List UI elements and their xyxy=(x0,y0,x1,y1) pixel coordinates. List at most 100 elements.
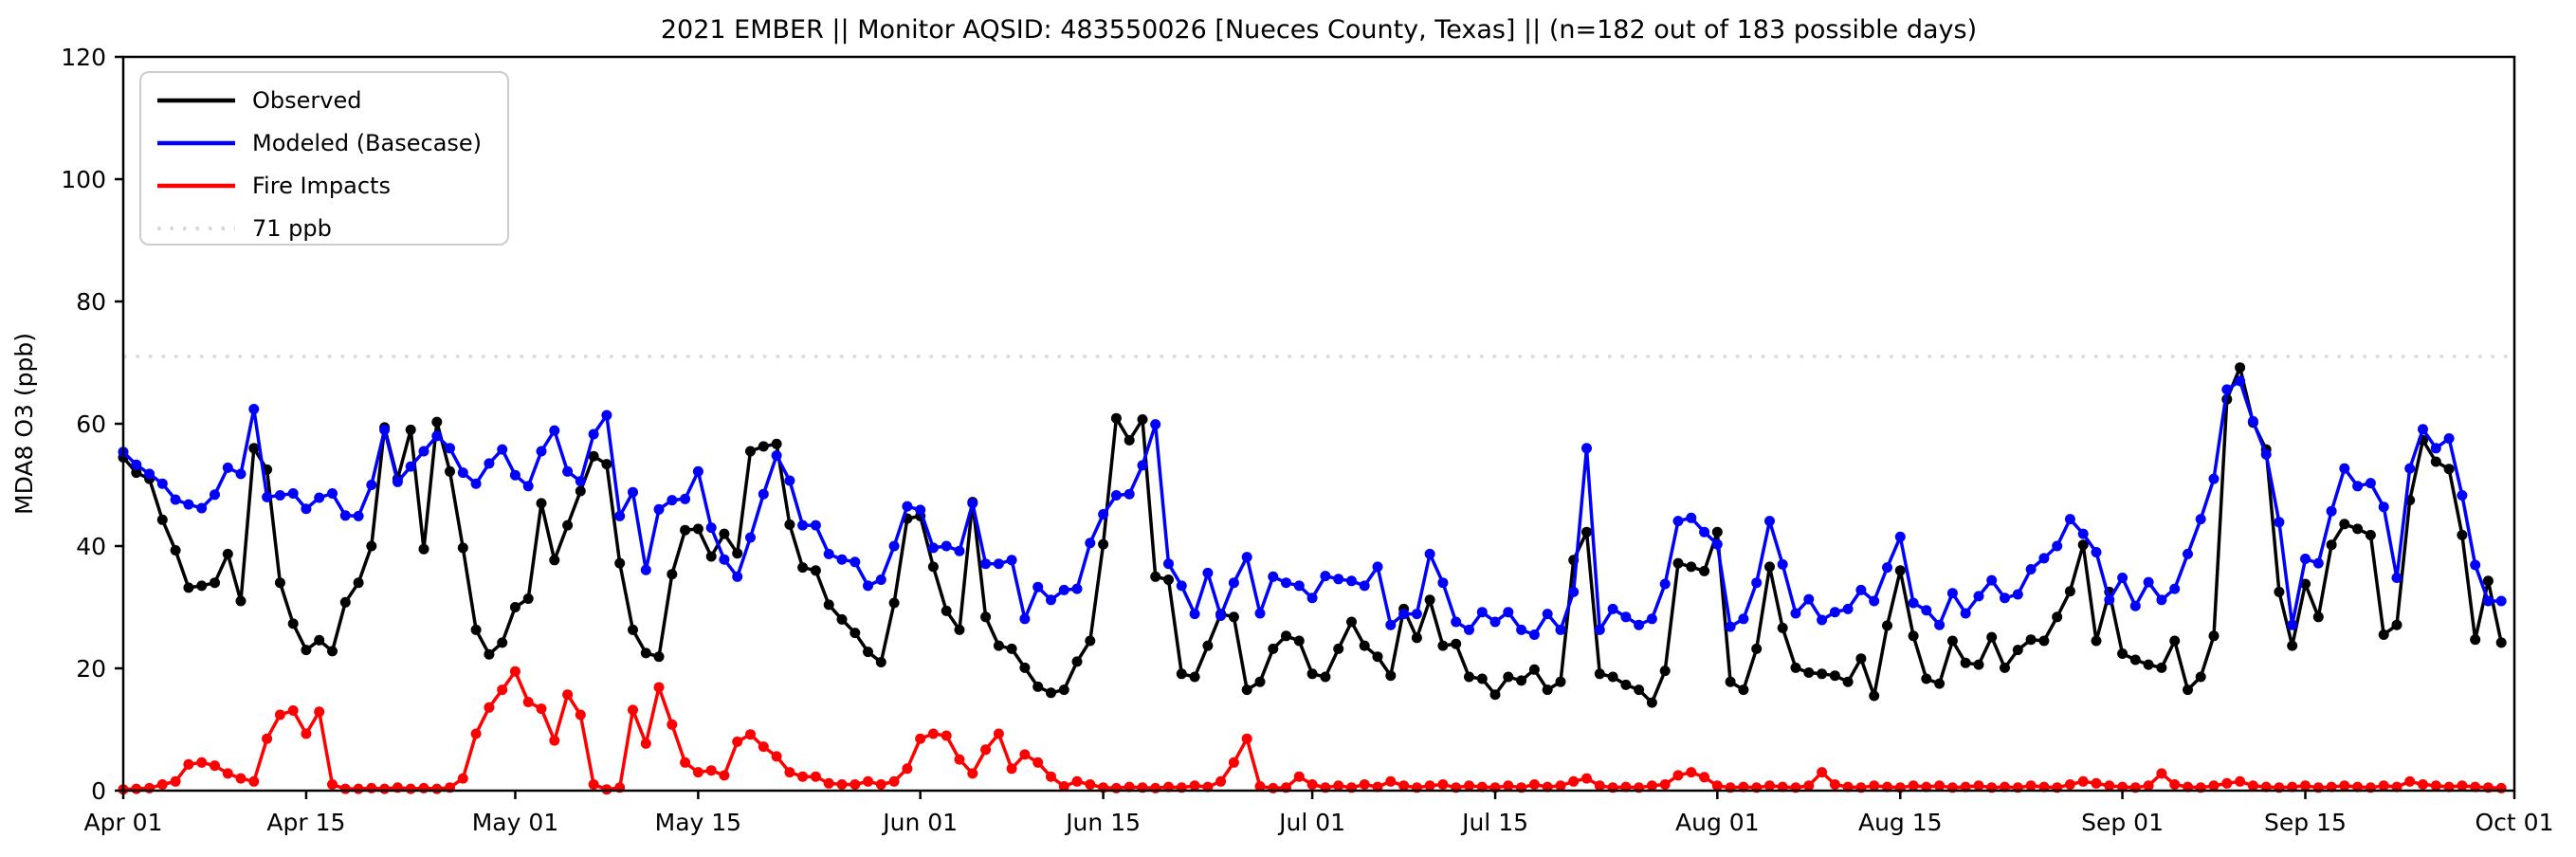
data-point xyxy=(457,773,468,784)
data-point xyxy=(2430,780,2441,792)
data-point xyxy=(1672,770,1684,781)
data-point xyxy=(196,757,208,768)
data-point xyxy=(1659,779,1671,790)
data-point xyxy=(2025,564,2037,574)
data-point xyxy=(1751,577,1763,589)
data-point xyxy=(1346,616,1357,628)
data-point xyxy=(1607,603,1618,614)
data-point xyxy=(2129,654,2141,666)
data-point xyxy=(836,554,848,565)
data-point xyxy=(1071,583,1083,594)
data-point xyxy=(850,628,861,639)
data-point xyxy=(1411,609,1422,620)
data-point xyxy=(562,520,574,531)
data-point xyxy=(1058,584,1069,595)
data-point xyxy=(771,438,782,449)
data-point xyxy=(549,735,560,746)
data-point xyxy=(2129,600,2141,611)
data-point xyxy=(1646,697,1657,708)
data-point xyxy=(1803,780,1815,792)
data-point xyxy=(170,775,181,787)
data-point xyxy=(445,465,455,477)
data-point xyxy=(1568,586,1580,597)
data-point xyxy=(1699,772,1710,783)
data-point xyxy=(692,465,703,477)
data-point xyxy=(1372,561,1383,573)
data-point xyxy=(850,556,861,568)
data-point xyxy=(1528,664,1540,675)
data-point xyxy=(980,558,992,570)
x-tick-label: Sep 15 xyxy=(2264,809,2347,836)
series-markers-0 xyxy=(118,362,2507,708)
data-point xyxy=(784,519,795,530)
data-point xyxy=(1006,643,1017,654)
data-point xyxy=(628,486,638,498)
data-point xyxy=(954,754,965,765)
data-point xyxy=(1594,668,1605,680)
data-point xyxy=(1908,780,1919,792)
legend-label-modeled: Modeled (Basecase) xyxy=(252,130,482,156)
data-point xyxy=(653,682,665,693)
data-point xyxy=(888,775,900,787)
data-point xyxy=(2038,635,2050,647)
data-point xyxy=(2012,645,2023,656)
data-point xyxy=(1268,571,1279,582)
data-point xyxy=(1476,607,1488,618)
data-point xyxy=(1228,757,1239,768)
data-point xyxy=(2183,548,2193,559)
data-point xyxy=(2052,611,2063,623)
data-point xyxy=(2404,463,2416,474)
data-point xyxy=(1686,561,1697,573)
data-point xyxy=(1320,571,1331,582)
data-point xyxy=(2339,780,2350,792)
data-point xyxy=(353,783,364,794)
data-point xyxy=(156,514,168,525)
data-point xyxy=(1385,670,1397,682)
data-point xyxy=(836,613,848,625)
data-point xyxy=(1594,780,1605,792)
data-point xyxy=(1764,516,1775,527)
data-point xyxy=(562,465,574,477)
data-point xyxy=(1581,526,1592,538)
data-point xyxy=(732,548,743,559)
data-point xyxy=(1711,538,1723,550)
data-point xyxy=(131,467,142,479)
data-point xyxy=(484,458,495,469)
data-point xyxy=(1124,434,1135,446)
x-tick-label: Aug 15 xyxy=(1858,809,1943,836)
x-tick-label: Jun 15 xyxy=(1064,809,1141,836)
data-point xyxy=(1659,666,1671,677)
data-point xyxy=(1006,555,1017,566)
data-point xyxy=(1516,675,1527,686)
data-point xyxy=(1098,509,1109,520)
data-point xyxy=(2352,523,2364,535)
data-point xyxy=(797,520,809,531)
data-point xyxy=(1869,690,1880,702)
axis-ticks-layer: Apr 01 Apr 15 May 01 May 15 Jun 01 Jun 15 Jul … xyxy=(61,44,2553,836)
data-point xyxy=(2000,593,2010,604)
data-point xyxy=(431,416,443,428)
data-point xyxy=(1699,565,1710,576)
data-point xyxy=(1019,613,1031,625)
data-point xyxy=(1228,611,1239,623)
data-point xyxy=(1855,584,1867,595)
data-point xyxy=(196,580,208,592)
data-point xyxy=(1528,779,1540,790)
data-point xyxy=(692,523,703,535)
legend-label-observed: Observed xyxy=(252,87,361,114)
data-point xyxy=(131,459,142,470)
y-tick-label: 20 xyxy=(76,655,106,683)
data-point xyxy=(1921,673,1932,684)
data-point xyxy=(1411,632,1422,644)
data-point xyxy=(1071,656,1083,667)
data-point xyxy=(1817,614,1828,626)
data-point xyxy=(497,444,508,455)
data-point xyxy=(863,580,873,592)
data-point xyxy=(863,647,873,658)
data-point xyxy=(1790,662,1801,673)
data-series-layer xyxy=(118,362,2507,795)
data-point xyxy=(210,577,220,589)
data-point xyxy=(2038,553,2050,564)
data-point xyxy=(2208,780,2220,792)
data-point xyxy=(1032,681,1044,692)
